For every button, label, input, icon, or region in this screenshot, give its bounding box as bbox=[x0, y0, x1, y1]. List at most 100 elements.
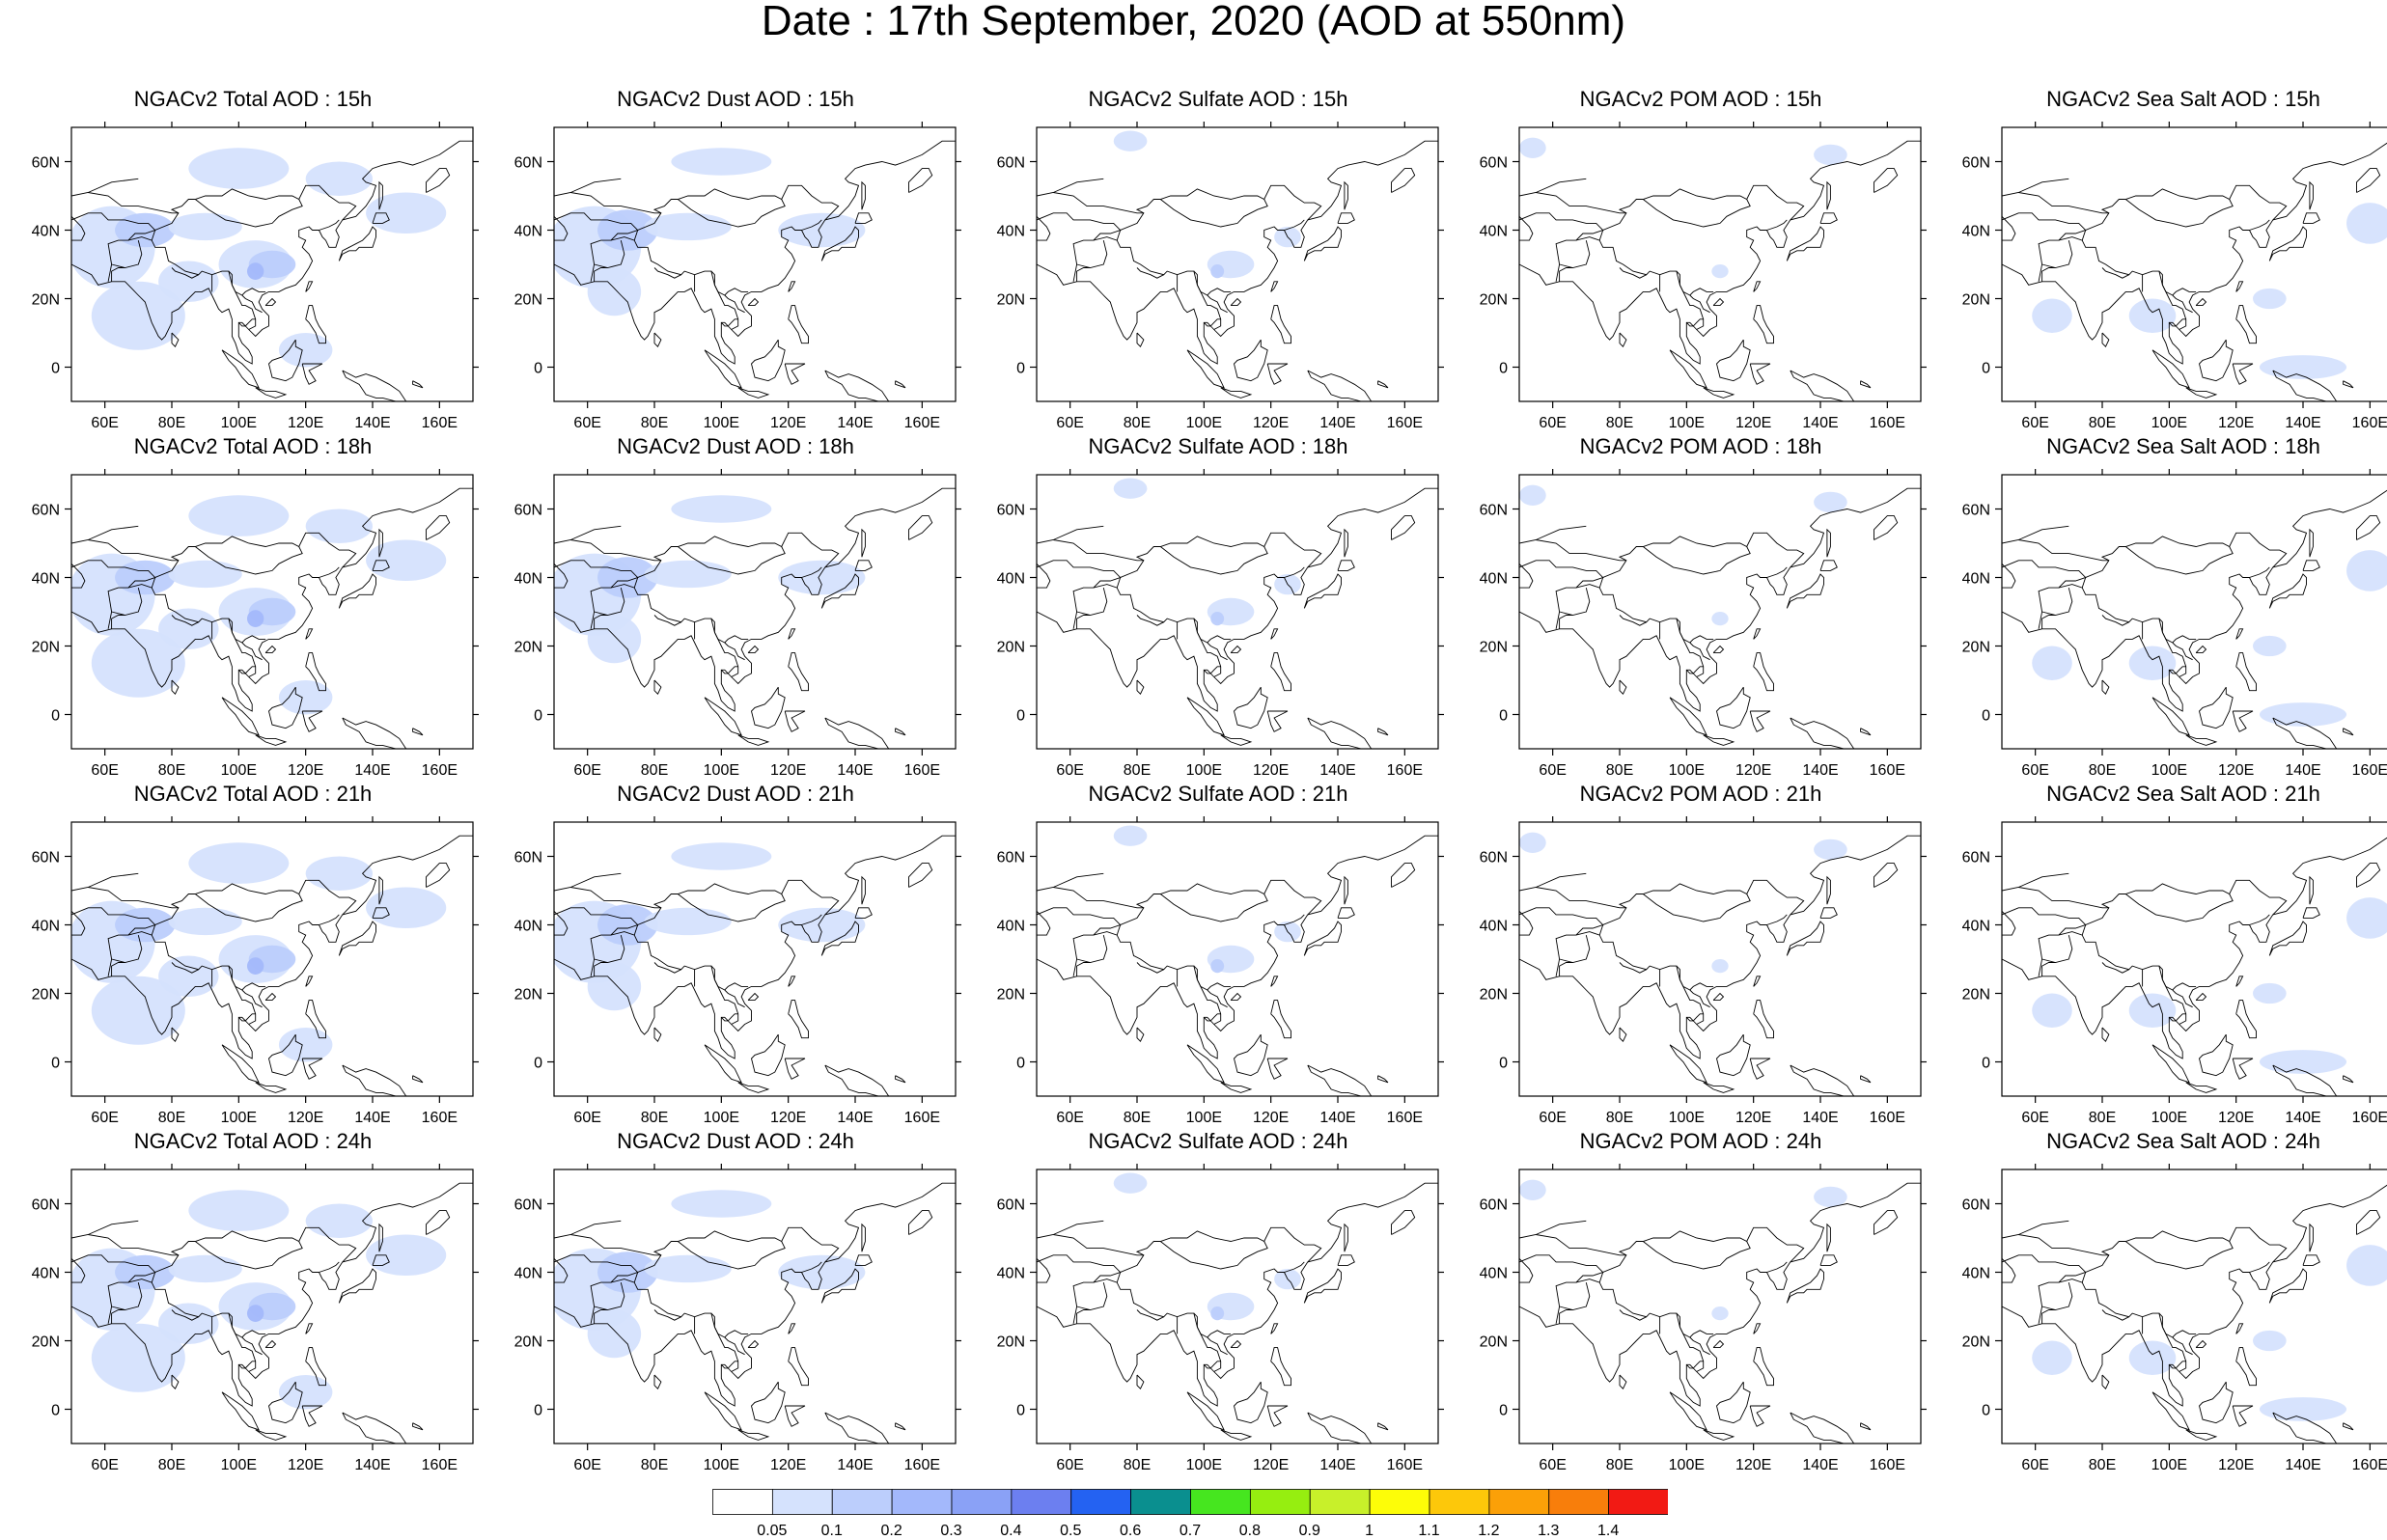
coastline bbox=[1712, 1339, 1725, 1349]
coastline bbox=[788, 628, 796, 640]
coastline bbox=[1344, 1223, 1348, 1252]
coastline bbox=[111, 587, 143, 616]
aod-region bbox=[366, 1234, 447, 1277]
coastline bbox=[2309, 528, 2314, 558]
x-tick-label: 140E bbox=[354, 1110, 390, 1126]
coastline bbox=[1220, 387, 1253, 399]
coastline bbox=[704, 349, 742, 389]
coastline bbox=[319, 219, 340, 231]
y-tick-label: 0 bbox=[51, 1056, 60, 1072]
coastline bbox=[1676, 270, 1680, 286]
x-tick-label: 80E bbox=[158, 762, 185, 779]
coastline bbox=[1053, 1234, 1144, 1256]
coastline bbox=[1689, 989, 1710, 1008]
coastline bbox=[1266, 1058, 1289, 1080]
coastline bbox=[1519, 140, 1921, 365]
aod-region bbox=[2259, 1397, 2347, 1421]
coastline bbox=[2002, 212, 2087, 241]
aod-region bbox=[587, 267, 642, 316]
coastline bbox=[2041, 615, 2056, 629]
coastline bbox=[1643, 1241, 1751, 1270]
coastline bbox=[1519, 487, 1921, 712]
coastline bbox=[2235, 628, 2244, 640]
coastline bbox=[1703, 734, 1735, 746]
coastline bbox=[1207, 642, 1228, 661]
y-tick-label: 40N bbox=[997, 571, 1025, 588]
coastline bbox=[107, 1279, 266, 1338]
coastline bbox=[1186, 349, 1225, 389]
coastline bbox=[305, 976, 314, 987]
coastline bbox=[1270, 976, 1279, 987]
coastline bbox=[71, 1220, 139, 1239]
coastline bbox=[305, 652, 326, 692]
y-tick-label: 0 bbox=[51, 361, 60, 377]
coastline bbox=[861, 180, 866, 210]
coastline bbox=[1270, 1347, 1291, 1387]
y-tick-label: 0 bbox=[51, 1403, 60, 1419]
coastline bbox=[1519, 1254, 1604, 1283]
coastline bbox=[554, 215, 569, 241]
coastline bbox=[824, 717, 890, 749]
colorbar-swatch bbox=[1249, 1489, 1311, 1515]
coastline bbox=[2235, 976, 2244, 987]
plot-frame bbox=[553, 821, 957, 1097]
colorbar-label: 0.6 bbox=[1120, 1523, 1141, 1539]
coastline bbox=[1270, 1323, 1279, 1334]
coastline bbox=[570, 1234, 661, 1256]
coastline bbox=[653, 679, 662, 695]
coastline bbox=[1344, 180, 1348, 210]
aod-region bbox=[278, 680, 333, 715]
aod-region bbox=[168, 212, 242, 241]
map-panel: NGACv2 Dust AOD : 24h 60E 80E 100E 120E 140E 1… bbox=[506, 1129, 965, 1478]
y-tick-label: 20N bbox=[514, 1334, 542, 1351]
colorbar-label: 1.2 bbox=[1478, 1523, 1499, 1539]
coastline bbox=[241, 294, 263, 314]
x-tick-label: 160E bbox=[422, 1110, 458, 1126]
coastline bbox=[2158, 965, 2163, 980]
coastlines bbox=[1037, 140, 1438, 401]
coastline bbox=[1193, 270, 1198, 286]
coastline bbox=[231, 979, 257, 1025]
coastline bbox=[338, 573, 376, 609]
x-tick-label: 160E bbox=[904, 1457, 940, 1473]
map-plot: 60E 80E 100E 120E 140E 160E 0 20N 40N 60N bbox=[514, 1164, 961, 1473]
x-tick-label: 100E bbox=[704, 762, 739, 779]
coastline bbox=[1196, 632, 1222, 677]
coastline bbox=[2168, 1013, 2186, 1022]
coastline bbox=[1786, 921, 1824, 956]
colorbar-label: 0.5 bbox=[1060, 1523, 1081, 1539]
x-tick-label: 120E bbox=[2218, 415, 2254, 431]
coastline bbox=[2002, 837, 2387, 1059]
x-tick-label: 160E bbox=[422, 415, 458, 431]
map-plot: 60E 80E 100E 120E 140E 160E 0 20N 40N 60N bbox=[997, 122, 1444, 431]
coastline bbox=[338, 1268, 376, 1304]
aod-region bbox=[587, 962, 642, 1011]
coastline bbox=[1076, 239, 1108, 268]
y-tick-label: 60N bbox=[32, 850, 60, 866]
aod-region bbox=[1519, 1179, 1546, 1200]
coastline bbox=[1819, 907, 1838, 919]
coastline bbox=[71, 487, 473, 712]
x-tick-label: 80E bbox=[2089, 1110, 2116, 1126]
map-panel: NGACv2 Total AOD : 15h 60E 80E 100E 120E 140E… bbox=[23, 87, 483, 436]
coastline bbox=[1186, 697, 1225, 736]
y-tick-label: 40N bbox=[514, 571, 542, 588]
map-panel: NGACv2 Sulfate AOD : 24h 60E 80E 100E 120E 14… bbox=[988, 1129, 1448, 1478]
coastline bbox=[241, 642, 263, 661]
aod-field bbox=[1113, 130, 1301, 279]
coastline bbox=[1749, 1405, 1771, 1427]
map-panel: NGACv2 Total AOD : 24h 60E 80E 100E 120E 140E… bbox=[23, 1129, 483, 1478]
coastline bbox=[1703, 1082, 1735, 1093]
aod-region bbox=[247, 610, 264, 627]
y-tick-label: 60N bbox=[1962, 503, 1990, 519]
y-tick-label: 20N bbox=[997, 1334, 1025, 1351]
coastline bbox=[171, 1027, 180, 1042]
x-tick-label: 140E bbox=[2285, 415, 2320, 431]
coastline bbox=[2172, 294, 2193, 314]
coastline bbox=[2235, 652, 2257, 692]
coastline bbox=[653, 332, 662, 347]
y-tick-label: 60N bbox=[997, 503, 1025, 519]
coastline bbox=[1203, 1013, 1221, 1022]
coastline bbox=[747, 992, 760, 1002]
coastline bbox=[1519, 212, 1604, 241]
